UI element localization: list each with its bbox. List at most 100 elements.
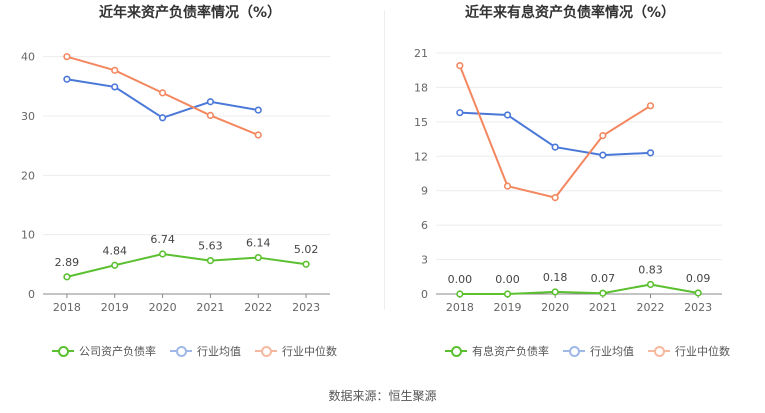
x-tick-label: 2019	[101, 301, 129, 314]
series-line	[459, 283, 699, 295]
data-label: 0.83	[638, 263, 663, 276]
y-tick-label: 40	[21, 51, 35, 64]
legend-label: 行业中位数	[675, 345, 730, 358]
x-tick-label: 2018	[53, 301, 81, 314]
data-label: 0.18	[543, 271, 568, 284]
data-point	[111, 66, 119, 74]
data-point	[63, 53, 71, 61]
y-tick-label: 6	[421, 219, 428, 232]
x-tick-label: 2019	[494, 301, 522, 314]
data-label: 4.84	[103, 244, 128, 257]
y-tick-label: 20	[21, 169, 35, 182]
legend-label: 有息资产负债率	[472, 345, 549, 358]
legend-label: 行业均值	[590, 345, 634, 358]
data-point	[503, 111, 512, 119]
panel-divider	[384, 10, 385, 310]
y-tick-label: 3	[421, 254, 428, 267]
data-point	[206, 256, 215, 265]
legend-item-mean[interactable]: 行业均值	[563, 343, 634, 359]
data-point	[254, 131, 262, 139]
x-tick-label: 2022	[244, 301, 272, 314]
data-point	[254, 253, 262, 262]
data-point	[111, 83, 119, 91]
data-label: 0.07	[591, 272, 616, 285]
source-note: 数据来源：恒生聚源	[328, 389, 437, 403]
data-point	[158, 250, 167, 258]
chart-right: 0 3 6 9 12 15 18 21 2018 2019 2020 2021 2022 2023 0.00…	[414, 47, 722, 314]
legend-swatch-median	[255, 345, 277, 357]
x-tick-label: 2023	[292, 301, 320, 314]
y-tick-label: 0	[421, 288, 428, 301]
data-point	[503, 182, 512, 190]
data-point	[158, 114, 167, 122]
data-label: 5.02	[294, 243, 319, 256]
data-point	[206, 98, 215, 106]
data-point	[599, 151, 607, 159]
legend-label: 行业中位数	[282, 345, 337, 358]
y-tick-label: 21	[414, 47, 428, 60]
data-point	[599, 289, 607, 297]
data-point	[158, 89, 167, 97]
data-point	[503, 290, 512, 298]
y-tick-label: 0	[28, 288, 35, 301]
legend-swatch-company	[52, 345, 74, 357]
chart-left: 0 10 20 30 40 2018 2019 2020 2021 2022 2023 2.89 4.8…	[21, 51, 330, 314]
y-tick-label: 10	[21, 229, 35, 242]
data-point	[551, 194, 559, 202]
x-tick-label: 2020	[541, 301, 569, 314]
legend-right: 有息资产负债率 行业均值 行业中位数	[445, 343, 744, 359]
legend-swatch-mean	[563, 345, 585, 357]
x-tick-label: 2021	[196, 301, 224, 314]
data-label: 0.00	[495, 273, 520, 286]
data-point	[63, 75, 71, 83]
data-label: 5.63	[198, 240, 223, 253]
data-point	[551, 288, 559, 296]
legend-item-median[interactable]: 行业中位数	[648, 343, 730, 359]
series-line	[66, 252, 307, 278]
legend-item-company[interactable]: 公司资产负债率	[52, 343, 156, 359]
legend-item-mean[interactable]: 行业均值	[170, 343, 241, 359]
legend-swatch-median	[648, 345, 670, 357]
data-point	[646, 280, 655, 289]
legend-label: 公司资产负债率	[79, 345, 156, 358]
x-tick-label: 2020	[149, 301, 177, 314]
y-tick-label: 12	[414, 150, 428, 163]
data-point	[302, 260, 310, 268]
chart-title-left: 近年来资产负债率情况（%）	[98, 5, 282, 21]
data-point	[694, 289, 702, 297]
data-label: 0.00	[448, 273, 473, 286]
legend-left: 公司资产负债率 行业均值 行业中位数	[52, 343, 351, 359]
series-line	[66, 78, 259, 119]
data-label: 6.14	[246, 237, 271, 250]
data-point	[456, 290, 464, 298]
data-point	[646, 149, 655, 157]
x-tick-label: 2021	[589, 301, 617, 314]
data-point	[254, 106, 262, 114]
data-point	[206, 111, 215, 120]
legend-item-interest[interactable]: 有息资产负债率	[445, 343, 549, 359]
data-label: 6.74	[150, 233, 175, 246]
x-tick-label: 2023	[684, 301, 712, 314]
y-tick-label: 30	[21, 110, 35, 123]
x-tick-label: 2018	[446, 301, 474, 314]
legend-label: 行业均值	[197, 345, 241, 358]
legend-item-median[interactable]: 行业中位数	[255, 343, 337, 359]
data-label: 2.89	[55, 256, 80, 269]
data-point	[63, 273, 71, 281]
y-tick-label: 15	[414, 116, 428, 129]
data-point	[111, 261, 119, 269]
data-point	[599, 132, 607, 140]
chart-title-right: 近年来有息资产负债率情况（%）	[464, 5, 676, 21]
y-tick-label: 9	[421, 185, 428, 198]
legend-swatch-interest	[445, 345, 467, 357]
series-line	[458, 65, 652, 199]
y-tick-label: 18	[414, 81, 428, 94]
data-point	[456, 62, 464, 70]
x-tick-label: 2022	[637, 301, 665, 314]
data-point	[646, 102, 655, 110]
data-point	[456, 109, 464, 117]
data-label: 0.09	[686, 272, 711, 285]
legend-swatch-mean	[170, 345, 192, 357]
data-point	[551, 143, 559, 151]
